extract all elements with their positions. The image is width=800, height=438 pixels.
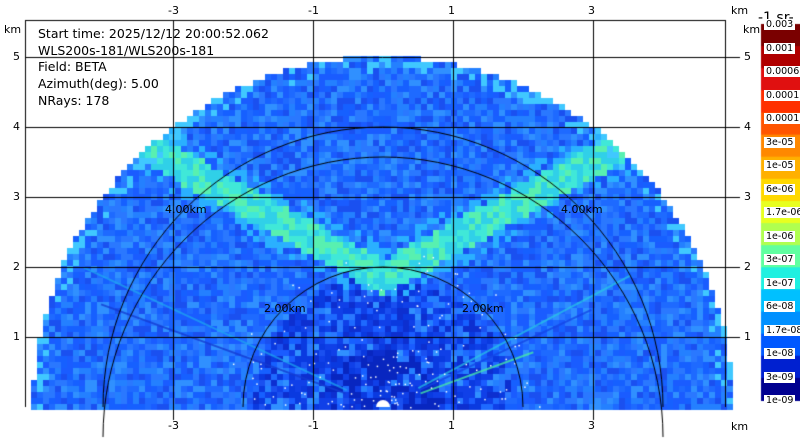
y-tick-label-left: 4	[13, 120, 20, 133]
instrument-text: WLS200s-181/WLS200s-181	[38, 43, 215, 58]
y-unit-right: km	[743, 23, 761, 36]
y-tick-label-left: 3	[13, 190, 20, 203]
colorbar-tick-label: 0.0001	[764, 113, 800, 124]
colorbar-tick-label: 1e-08	[764, 348, 796, 359]
colorbar-tick-label: 1.7e-06	[764, 207, 800, 218]
range-ring-label: 4.00km	[560, 203, 603, 216]
y-tick-label-right: 2	[744, 260, 751, 273]
colorbar-tick-label: 0.001	[764, 42, 796, 54]
colorbar-tick-label: 1e-06	[764, 230, 796, 242]
colorbar-tick-label: 6e-06	[764, 183, 796, 195]
y-tick-label-right: 1	[744, 330, 751, 343]
field-text: Field: BETA	[38, 59, 107, 74]
colorbar-tick-label: 0.003	[764, 19, 796, 30]
x-tick-label-top: 3	[588, 4, 595, 17]
colorbar-tick-label: 3e-07	[764, 254, 796, 265]
y-tick-label-right: 5	[744, 50, 751, 63]
colorbar-tick-label: 0.0006	[764, 66, 800, 77]
colorbar-tick-label: 6e-08	[764, 301, 796, 312]
y-tick-label-left: 5	[13, 50, 20, 63]
colorbar-tick-label: 1e-09	[764, 395, 796, 406]
colorbar-tick-label: 1e-05	[764, 160, 796, 171]
range-ring-label: 4.00km	[165, 203, 207, 216]
x-tick-label-bot: -3	[168, 419, 179, 432]
y-tick-label-right: 3	[744, 190, 751, 203]
x-tick-label-bot: -1	[308, 419, 319, 432]
x-tick-label-bot: 1	[448, 419, 455, 432]
y-tick-label-right: 4	[744, 120, 751, 133]
x-unit-top: km	[731, 4, 749, 17]
colorbar-tick-label: 0.00017	[764, 89, 800, 101]
x-unit-bottom: km	[731, 420, 749, 433]
range-ring-label: 2.00km	[264, 302, 306, 315]
colorbar-tick-label: 1.7e-08	[764, 324, 800, 336]
y-unit-left: km	[4, 23, 22, 36]
x-tick-label-top: -3	[168, 4, 179, 17]
azimuth-text: Azimuth(deg): 5.00	[38, 76, 159, 91]
colorbar-tick-label: 1e-07	[764, 277, 796, 289]
x-tick-label-top: -1	[308, 4, 319, 17]
range-ring-label: 2.00km	[461, 302, 504, 315]
x-tick-label-top: 1	[448, 4, 455, 17]
colorbar-tick-label: 3e-05	[764, 136, 796, 148]
x-tick-label-bot: 3	[588, 419, 595, 432]
y-tick-label-left: 1	[13, 330, 20, 343]
colorbar-tick-label: 3e-09	[764, 371, 796, 383]
start-time-text: Start time: 2025/12/12 20:00:52.062	[38, 26, 269, 41]
nrays-text: NRays: 178	[38, 93, 110, 108]
y-tick-label-left: 2	[13, 260, 20, 273]
